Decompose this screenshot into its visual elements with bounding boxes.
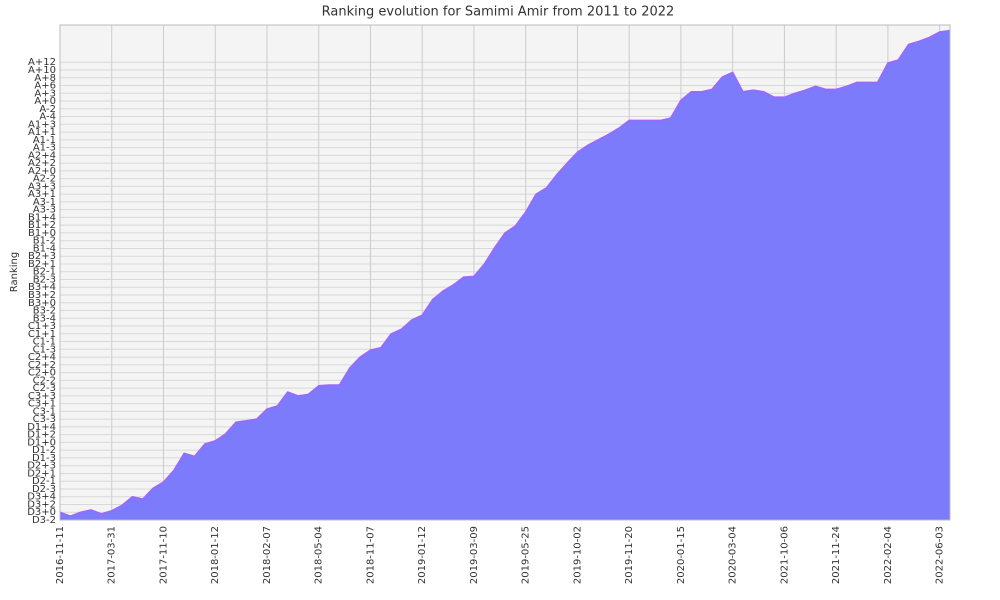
y-tick-label: D2+3 [27,461,56,472]
y-tick-label: A-2 [39,104,56,115]
x-tick-label: 2021-11-24 [831,526,842,584]
x-tick-label: 2019-11-20 [624,526,635,584]
area-line [59,29,951,517]
y-tick-label: B1-4 [33,243,56,254]
y-tick-label: D1+0 [27,437,56,448]
x-tick-label: 2022-02-04 [883,526,894,584]
y-tick-label: C2-2 [33,375,56,386]
y-tick-label: B3+2 [28,290,56,301]
y-tick-label: B3+0 [28,298,56,309]
y-tick-label: D1-3 [32,453,56,464]
y-tick-label: C2+2 [28,360,56,371]
y-tick-label: D1+2 [27,430,56,441]
y-tick-label: C3-3 [33,414,56,425]
y-tick-label: B2+1 [28,259,56,270]
y-tick-label: C3+1 [28,399,56,410]
x-tick-label: 2018-01-12 [210,526,221,584]
y-tick-label: D1-2 [32,445,56,456]
x-tick-label: 2019-10-02 [572,526,583,584]
y-tick-label: D2+1 [27,468,56,479]
x-tick-label: 2019-03-09 [469,526,480,584]
y-tick-label: A1+1 [28,127,56,138]
y-tick-label: C3-1 [33,406,56,417]
chart-title: Ranking evolution for Samimi Amir from 2… [322,5,675,20]
y-tick-label: A+10 [28,65,56,76]
y-tick-label: B3-2 [33,306,56,317]
y-tick-label: A3-1 [33,197,56,208]
y-tick-label: B1-2 [33,236,56,247]
y-tick-label: B2-1 [33,267,56,278]
y-tick-label: A3-3 [33,205,56,216]
y-tick-label: A3+3 [28,181,56,192]
y-tick-label: B3+4 [28,282,56,293]
y-tick-label: A+12 [28,57,56,68]
y-tick-label: C1+3 [28,321,56,332]
y-tick-label: D2-3 [32,484,56,495]
y-tick-label: D3-2 [32,515,56,526]
y-tick-label: A+6 [34,81,56,92]
y-tick-label: B2+3 [28,251,56,262]
y-tick-label: A1-1 [33,135,56,146]
y-tick-label: D1+4 [27,422,56,433]
y-tick-label: C2-3 [33,383,56,394]
y-tick-label: A2+0 [28,166,56,177]
x-tick-label: 2019-05-25 [521,526,532,584]
y-tick-label: D3+2 [27,499,56,510]
y-tick-label: A-4 [39,112,56,123]
y-tick-label: C1+1 [28,329,56,340]
y-tick-label: A1-3 [33,143,56,154]
y-tick-label: A2-2 [33,174,56,185]
y-tick-label: C2+0 [28,368,56,379]
y-tick-label: B1+0 [28,228,56,239]
y-tick-label: B2-3 [33,274,56,285]
area [60,30,950,521]
y-tick-label: A+3 [34,88,56,99]
y-tick-label: A2+4 [28,150,56,161]
x-tick-label: 2017-03-31 [107,526,118,584]
x-tick-label: 2020-03-04 [728,526,739,584]
y-tick-label: D2-1 [32,476,56,487]
y-tick-label: C2+4 [28,352,56,363]
y-tick-label: D3+4 [27,492,56,503]
x-tick-label: 2018-02-07 [262,526,273,584]
y-tick-label: C1-3 [33,344,56,355]
y-tick-label: A1+3 [28,119,56,130]
y-tick-label: B1+4 [28,212,56,223]
x-tick-label: 2021-10-06 [779,526,790,584]
plot-frame [59,24,951,521]
x-tick-label: 2018-11-07 [365,526,376,584]
x-tick-label: 2020-01-15 [676,526,687,584]
y-tick-label: C1-1 [33,337,56,348]
x-tick-label: 2018-05-04 [314,526,325,584]
x-tick-label: 2016-11-11 [55,526,66,584]
x-tick-label: 2019-01-12 [417,526,428,584]
y-tick-label: C3+3 [28,391,56,402]
y-tick-label: A3+1 [28,189,56,200]
y-tick-label: D3+0 [27,507,56,518]
y-tick-label: B3-4 [33,313,56,324]
y-tick-label: A+0 [34,96,56,107]
y-tick-label: A2+2 [28,158,56,169]
y-axis-label: Ranking [9,252,20,292]
x-tick-label: 2022-06-03 [935,526,946,584]
x-tick-label: 2017-11-10 [158,526,169,584]
y-tick-label: A+8 [34,73,56,84]
y-tick-label: B1+2 [28,220,56,231]
